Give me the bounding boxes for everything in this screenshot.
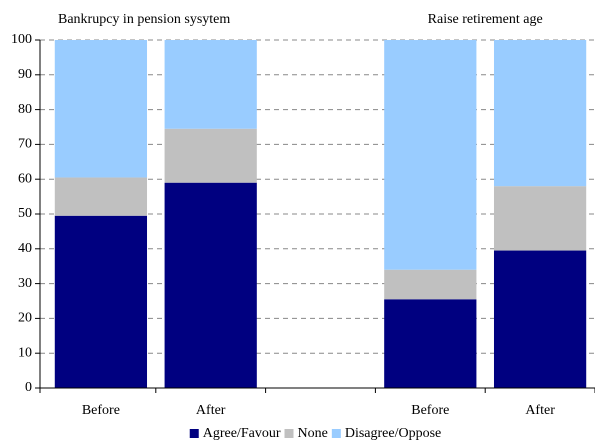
legend-swatch [331,429,341,438]
legend-swatch [189,429,199,438]
legend-label: Disagree/Oppose [345,426,441,441]
bar-segment [54,40,148,178]
annotation: Raise retirement age [428,12,543,27]
legend-swatch [284,429,294,438]
y-tick-label: 80 [18,102,32,117]
x-tick-label: Before [82,403,120,418]
legend-label: None [298,426,328,441]
bar-segment [493,40,587,187]
y-tick-label: 90 [18,67,32,82]
bar-segment [493,250,587,388]
bar-segment [54,177,148,216]
x-tick-label: Before [411,403,449,418]
y-tick-label: 20 [18,311,32,326]
x-tick-label: After [525,403,555,418]
bar-segment [164,182,257,388]
y-tick-label: 100 [11,32,32,47]
y-tick-label: 40 [18,241,32,256]
bar-segment [384,299,477,388]
y-tick-label: 0 [25,380,32,395]
bar-segment [54,215,148,388]
y-tick-label: 50 [18,206,32,221]
y-tick-label: 70 [18,137,32,152]
bar-segment [164,40,257,129]
legend-label: Agree/Favour [203,426,281,441]
x-tick-label: After [196,403,226,418]
y-tick-label: 60 [18,171,32,186]
bar-segment [384,40,477,270]
y-tick-label: 10 [18,345,32,360]
bar-segment [493,186,587,251]
y-tick-label: 30 [18,276,32,291]
annotation: Bankrupcy in pension sysytem [58,12,230,27]
bar-segment [384,269,477,300]
bar-segment [164,128,257,183]
